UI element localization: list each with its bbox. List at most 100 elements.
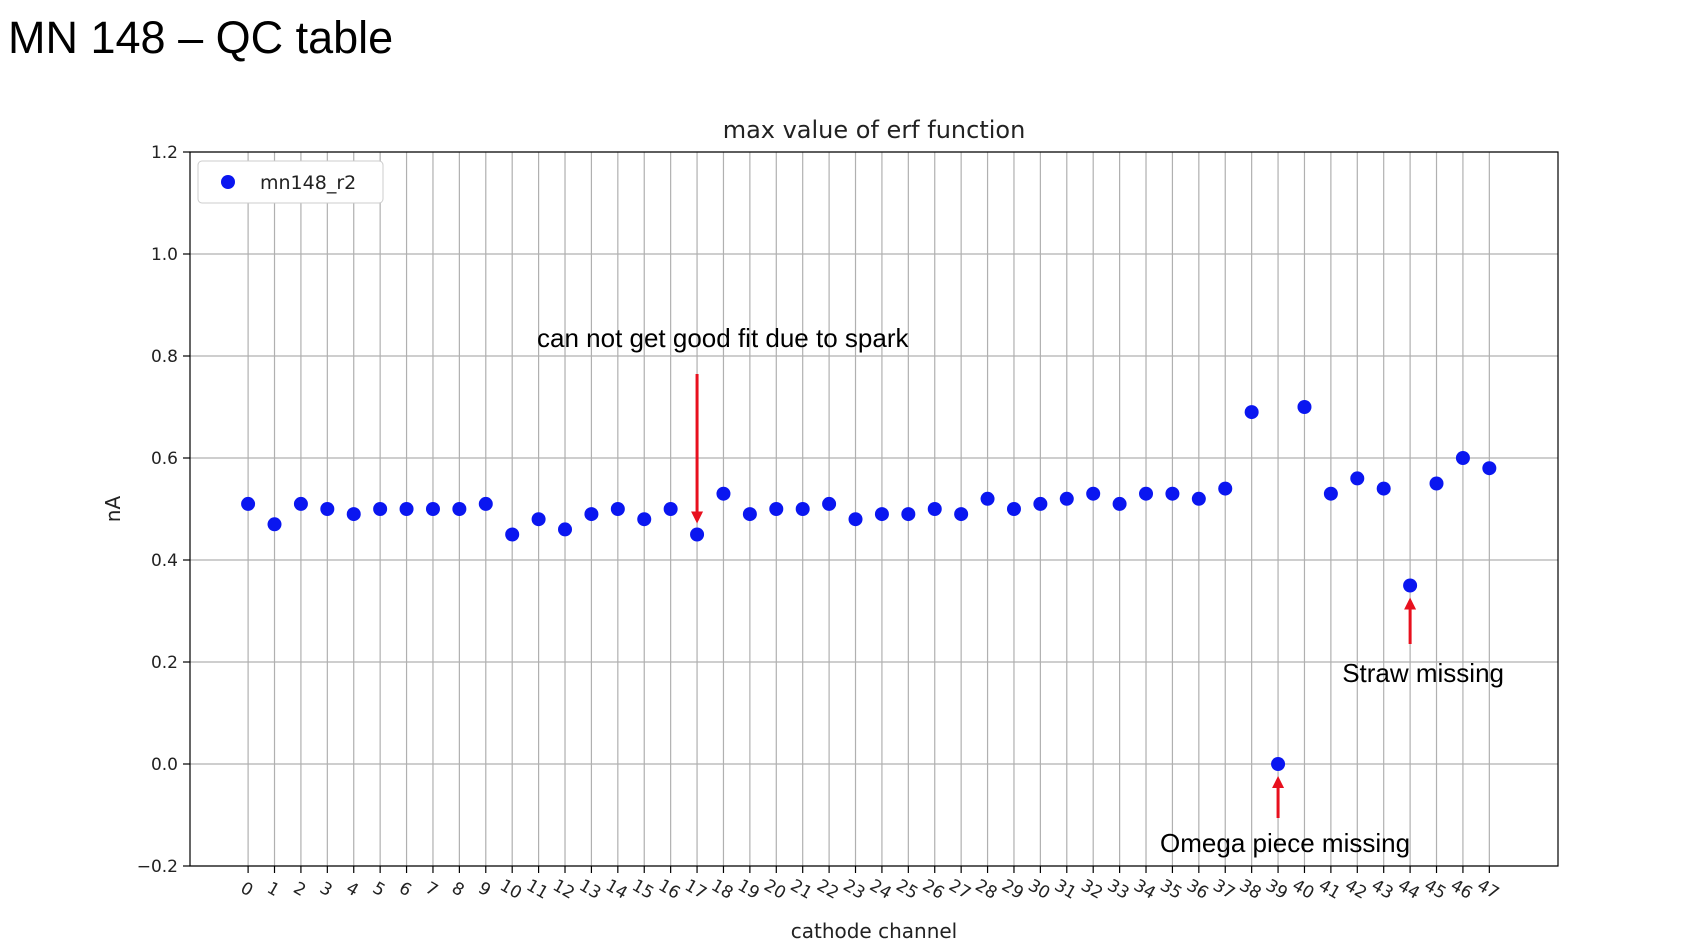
arrow-omega-head bbox=[1272, 776, 1285, 788]
annotations: can not get good fit due to spark Omega p… bbox=[537, 323, 1504, 858]
x-tick-label: 32 bbox=[1077, 876, 1106, 904]
y-tick-label: 1.2 bbox=[151, 143, 178, 163]
data-point bbox=[425, 502, 440, 516]
x-tick-label: 22 bbox=[813, 876, 842, 904]
data-point bbox=[293, 496, 308, 511]
data-point bbox=[1297, 400, 1312, 414]
annotation-straw: Straw missing bbox=[1342, 658, 1504, 688]
legend-marker bbox=[221, 175, 235, 189]
data-point bbox=[531, 512, 546, 527]
y-tick-label: −0.2 bbox=[137, 857, 178, 877]
legend-box bbox=[197, 160, 384, 204]
data-point bbox=[927, 502, 942, 516]
data-point bbox=[558, 522, 573, 537]
data-point bbox=[584, 507, 599, 522]
data-point bbox=[505, 527, 520, 542]
x-tick-label: 42 bbox=[1341, 876, 1370, 904]
legend: mn148_r2 bbox=[197, 160, 384, 204]
x-axis-title: cathode channel bbox=[791, 919, 958, 943]
x-tick-label: 34 bbox=[1130, 876, 1159, 904]
x-tick-label: 1 bbox=[263, 878, 282, 901]
y-ticks: −0.2 0.0 0.2 0.4 0.6 0.8 1.0 1.2 bbox=[137, 143, 190, 877]
x-tick-label: 15 bbox=[628, 876, 657, 904]
x-tick-label: 26 bbox=[919, 876, 948, 904]
x-tick-label: 43 bbox=[1368, 876, 1397, 904]
data-point bbox=[1165, 486, 1180, 501]
y-tick-label: 0.4 bbox=[151, 551, 178, 571]
x-tick-label: 2 bbox=[290, 878, 309, 901]
arrow-straw-head bbox=[1404, 597, 1417, 610]
x-tick-label: 23 bbox=[840, 876, 869, 904]
x-tick-label: 25 bbox=[892, 876, 921, 904]
data-point bbox=[610, 502, 625, 516]
data-point bbox=[822, 496, 837, 511]
data-point bbox=[637, 512, 652, 527]
data-point bbox=[1059, 491, 1074, 506]
data-point bbox=[1112, 496, 1127, 511]
data-point bbox=[980, 491, 995, 506]
data-point bbox=[795, 502, 810, 516]
chart-title: max value of erf function bbox=[723, 116, 1026, 144]
x-tick-label: 17 bbox=[681, 876, 710, 904]
arrow-spark-head bbox=[691, 511, 704, 524]
plot-frame bbox=[189, 151, 1559, 867]
x-tick-label: 18 bbox=[708, 876, 737, 904]
x-tick-label: 44 bbox=[1394, 876, 1423, 904]
x-tick-label: 29 bbox=[998, 876, 1027, 904]
data-point bbox=[874, 507, 889, 522]
slide-title: MN 148 – QC table bbox=[8, 12, 394, 63]
data-point bbox=[267, 517, 282, 532]
annotation-spark: can not get good fit due to spark bbox=[537, 323, 909, 353]
x-tick-label: 9 bbox=[475, 878, 494, 901]
x-tick-label: 24 bbox=[866, 876, 895, 904]
x-tick-label: 46 bbox=[1447, 876, 1476, 904]
x-tick-label: 13 bbox=[576, 876, 605, 904]
data-point bbox=[1191, 491, 1206, 506]
data-point bbox=[663, 502, 678, 516]
x-tick-label: 12 bbox=[549, 876, 578, 904]
data-point bbox=[690, 527, 705, 542]
x-tick-label: 14 bbox=[602, 876, 631, 904]
data-point bbox=[399, 502, 414, 516]
y-tick-label: 0.6 bbox=[151, 449, 178, 469]
data-point bbox=[742, 507, 757, 522]
x-tick-label: 39 bbox=[1262, 876, 1291, 904]
data-point bbox=[1350, 471, 1365, 486]
data-point bbox=[1455, 451, 1470, 465]
data-point bbox=[320, 502, 335, 516]
x-tick-label: 5 bbox=[369, 878, 388, 901]
x-tick-label: 3 bbox=[316, 878, 335, 901]
data-point bbox=[848, 512, 863, 527]
data-point bbox=[769, 502, 784, 516]
y-tick-label: 1.0 bbox=[151, 245, 178, 265]
y-tick-label: 0.8 bbox=[151, 347, 178, 367]
x-tick-label: 45 bbox=[1421, 876, 1450, 904]
data-point bbox=[954, 507, 969, 522]
x-tick-label: 21 bbox=[787, 876, 816, 904]
data-points bbox=[241, 400, 1497, 771]
x-tick-label: 31 bbox=[1051, 876, 1080, 904]
x-tick-label: 19 bbox=[734, 876, 763, 904]
y-axis-title: nA bbox=[101, 496, 125, 523]
data-point bbox=[373, 502, 388, 516]
data-point bbox=[478, 496, 493, 511]
x-tick-label: 40 bbox=[1289, 876, 1318, 904]
data-point bbox=[1403, 578, 1418, 593]
data-point bbox=[452, 502, 467, 516]
x-tick-label: 6 bbox=[395, 878, 414, 901]
data-point bbox=[1033, 496, 1048, 511]
x-tick-label: 10 bbox=[496, 876, 525, 904]
x-tick-label: 41 bbox=[1315, 876, 1344, 904]
x-tick-label: 7 bbox=[422, 878, 441, 901]
x-tick-label: 47 bbox=[1473, 876, 1502, 904]
x-tick-label: 37 bbox=[1209, 876, 1238, 904]
data-point bbox=[1376, 481, 1391, 496]
x-ticks: 0 1 2 3 4 5 6 7 8 9 101112131415161718192021222324… bbox=[237, 866, 1502, 904]
data-point bbox=[1006, 502, 1021, 516]
data-point bbox=[1218, 481, 1233, 496]
legend-label: mn148_r2 bbox=[260, 172, 356, 194]
x-tick-label: 38 bbox=[1236, 876, 1265, 904]
data-point bbox=[1271, 757, 1286, 771]
x-tick-label: 33 bbox=[1104, 876, 1133, 904]
